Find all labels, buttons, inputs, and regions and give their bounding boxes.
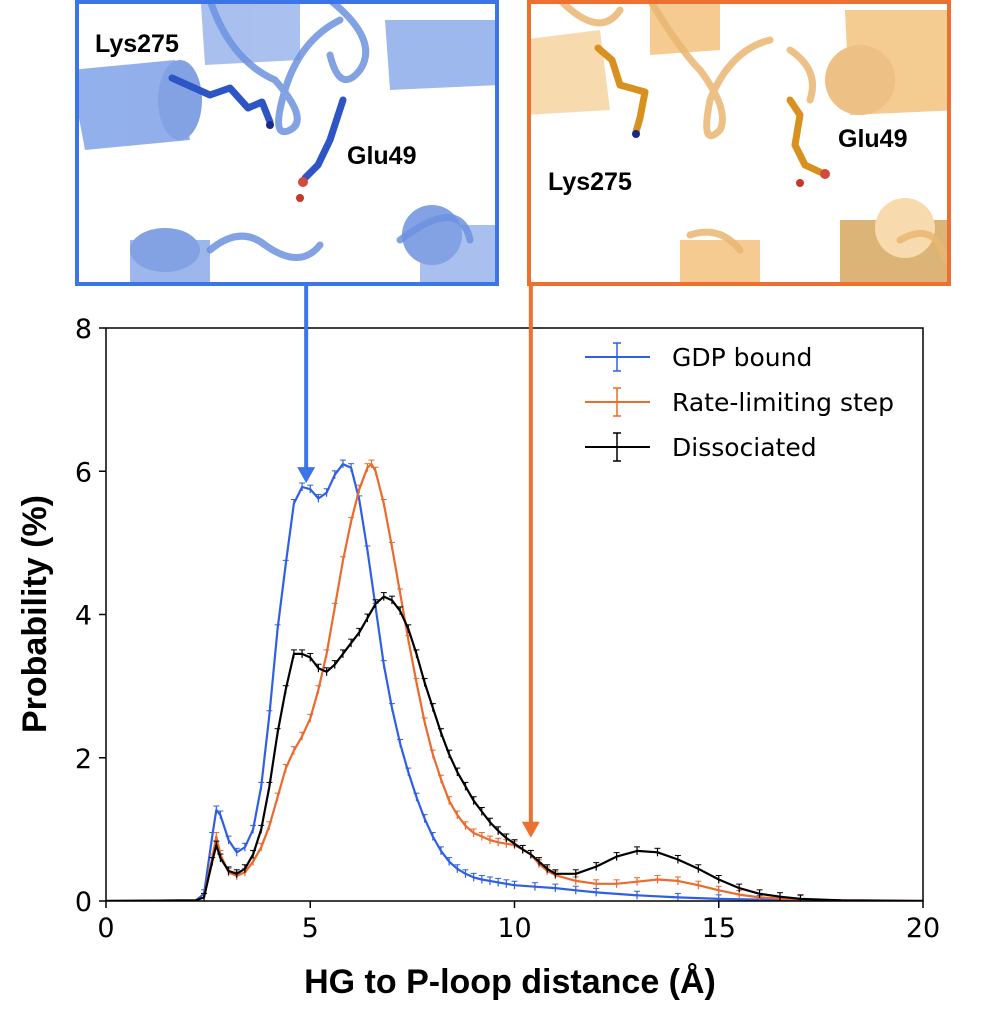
x-axis-label: HG to P-loop distance (Å) (304, 963, 716, 1001)
y-tick-label: 2 (75, 744, 92, 775)
legend-label: Dissociated (672, 433, 817, 462)
x-tick-label: 15 (702, 913, 736, 944)
series-layer (106, 459, 923, 901)
x-tick-label: 5 (302, 913, 319, 944)
rate-limiting-frame (527, 0, 951, 286)
y-tick-label: 4 (75, 601, 92, 632)
legend-item-dissociated: Dissociated (585, 432, 817, 462)
series-rate-limiting-step (106, 459, 923, 901)
series-line (106, 463, 923, 901)
lys275-label-left: Lys275 (95, 30, 179, 58)
y-tick-label: 6 (75, 457, 92, 488)
arrow-head (297, 467, 316, 484)
series-line (106, 463, 923, 901)
arrow-head (521, 821, 540, 838)
rate-limiting-protein-cartoon (529, 2, 949, 284)
arrow-rate-limiting-step (521, 286, 540, 838)
gdp-bound-frame (75, 0, 499, 286)
series-line (106, 595, 923, 901)
y-tick-label: 0 (75, 887, 92, 918)
gdp-bound-protein-cartoon (77, 2, 497, 284)
lys275-label-right: Lys275 (548, 168, 632, 196)
lys275-stick-blue (168, 74, 274, 126)
x-tick-label: 20 (906, 913, 940, 944)
legend-item-gdp-bound: GDP bound (585, 342, 812, 372)
glu49-stick-orange (786, 96, 824, 176)
x-tick-label: 0 (97, 913, 114, 944)
y-axis-label: Probability (%) (16, 495, 54, 733)
glu49-label-right: Glu49 (838, 125, 907, 153)
rate-limiting-structure-inset: Lys275 Glu49 (527, 0, 951, 286)
glu49-stick-blue (301, 96, 347, 182)
axis-ticks: 0 5 10 15 20 0 2 4 6 8 (75, 314, 940, 944)
legend-label: GDP bound (672, 343, 812, 372)
arrow-layer (297, 286, 540, 838)
legend: GDP bound Rate-limiting step Dissociated (585, 342, 894, 462)
series-gdp-bound (106, 459, 923, 901)
glu49-label-left: Glu49 (347, 142, 416, 170)
x-tick-label: 10 (497, 913, 531, 944)
gdp-bound-structure-inset: Lys275 Glu49 (75, 0, 499, 286)
lys275-stick-orange (594, 44, 649, 136)
arrow-gdp-bound (297, 286, 316, 484)
legend-item-rate-limiting-step: Rate-limiting step (585, 387, 894, 417)
y-tick-label: 8 (75, 314, 92, 345)
legend-label: Rate-limiting step (672, 388, 894, 417)
series-dissociated (106, 592, 923, 901)
